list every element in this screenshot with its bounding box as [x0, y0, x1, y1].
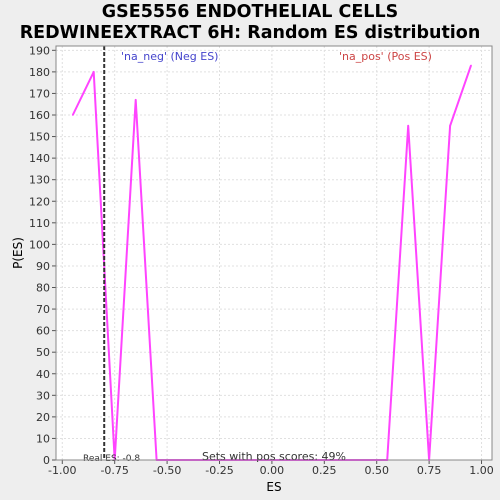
y-tick-label: 20 — [36, 411, 50, 424]
y-tick-label: 190 — [29, 44, 50, 57]
y-tick-label: 160 — [29, 109, 50, 122]
y-tick-label: 130 — [29, 174, 50, 187]
x-tick-label: 0.50 — [364, 464, 389, 477]
x-tick-label: 1.00 — [469, 464, 494, 477]
y-tick-label: 110 — [29, 217, 50, 230]
y-tick-label: 10 — [36, 432, 50, 445]
y-axis-label: P(ES) — [11, 237, 25, 269]
y-tick-label: 60 — [36, 325, 50, 338]
y-tick-label: 100 — [29, 238, 50, 251]
series-point — [93, 71, 95, 73]
pos-scores-label: Sets with pos scores: 49% — [202, 450, 346, 463]
x-tick-label: 0.25 — [312, 464, 337, 477]
y-tick-label: 180 — [29, 66, 50, 79]
y-tick-label: 80 — [36, 282, 50, 295]
y-tick-label: 90 — [36, 260, 50, 273]
y-tick-label: 40 — [36, 368, 50, 381]
x-tick-label: 0.75 — [417, 464, 442, 477]
y-tick-label: 50 — [36, 346, 50, 359]
x-axis-label: ES — [266, 480, 281, 494]
plot-area — [56, 46, 492, 460]
x-tick-label: -0.75 — [100, 464, 128, 477]
y-tick-label: 30 — [36, 389, 50, 402]
series-point — [135, 99, 137, 101]
real-es-label: Real ES: -0.8 — [83, 454, 140, 464]
y-tick-label: 170 — [29, 87, 50, 100]
y-tick-label: 70 — [36, 303, 50, 316]
x-tick-label: -1.00 — [48, 464, 76, 477]
series-point — [449, 125, 451, 127]
series-point — [72, 114, 74, 116]
y-tick-label: 150 — [29, 131, 50, 144]
x-tick-label: 0.00 — [260, 464, 285, 477]
x-tick-label: -0.25 — [205, 464, 233, 477]
y-tick-label: 140 — [29, 152, 50, 165]
x-tick-label: -0.50 — [153, 464, 181, 477]
y-tick-label: 120 — [29, 195, 50, 208]
neg-es-label: 'na_neg' (Neg ES) — [121, 50, 218, 63]
series-point — [470, 65, 472, 67]
series-point — [407, 125, 409, 127]
pos-es-label: 'na_pos' (Pos ES) — [339, 50, 432, 63]
